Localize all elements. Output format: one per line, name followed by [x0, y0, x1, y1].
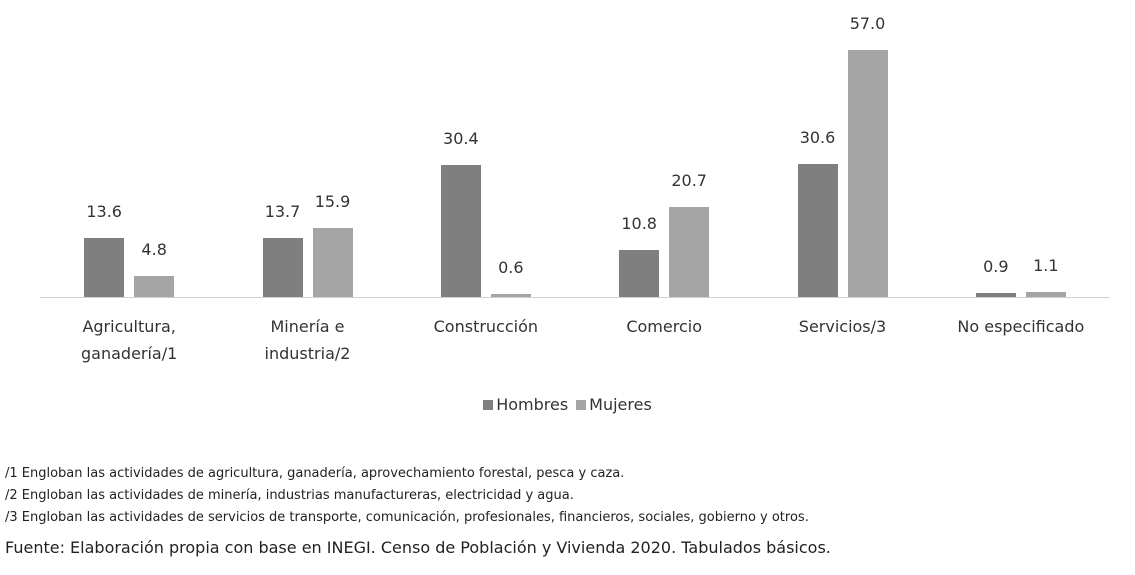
data-label: 30.6 — [788, 128, 848, 147]
x-tick-label: Servicios/3 — [763, 313, 923, 340]
x-tick-label: Agricultura, ganadería/1 — [49, 313, 209, 367]
bar — [441, 165, 481, 297]
baseline — [40, 297, 1110, 298]
bar — [1026, 292, 1066, 297]
x-tick-label: Minería e industria/2 — [228, 313, 388, 367]
bar — [848, 50, 888, 297]
data-label: 10.8 — [609, 214, 669, 233]
data-label: 20.7 — [659, 171, 719, 190]
bar — [669, 207, 709, 297]
legend-swatch — [576, 400, 586, 410]
x-tick-label: No especificado — [941, 313, 1101, 340]
legend-label: Hombres — [496, 395, 568, 414]
data-label: 13.6 — [74, 202, 134, 221]
bar — [84, 238, 124, 297]
data-label: 1.1 — [1016, 256, 1076, 275]
footnote: /1 Engloban las actividades de agricultu… — [5, 466, 624, 481]
footnote: /3 Engloban las actividades de servicios… — [5, 510, 809, 525]
x-tick-label: Comercio — [584, 313, 744, 340]
bar — [134, 276, 174, 297]
chart: Hombres Mujeres /1 Engloban las actividad… — [0, 0, 1135, 575]
legend: Hombres Mujeres — [0, 395, 1135, 414]
legend-item: Mujeres — [576, 395, 652, 414]
bar — [491, 294, 531, 297]
footnote: /2 Engloban las actividades de minería, … — [5, 488, 574, 503]
legend-label: Mujeres — [589, 395, 652, 414]
bar — [619, 250, 659, 297]
data-label: 0.6 — [481, 258, 541, 277]
data-label: 4.8 — [124, 240, 184, 259]
bar — [263, 238, 303, 297]
x-tick-label: Construcción — [406, 313, 566, 340]
source: Fuente: Elaboración propia con base en I… — [5, 538, 831, 557]
bar — [976, 293, 1016, 297]
data-label: 30.4 — [431, 129, 491, 148]
data-label: 15.9 — [303, 192, 363, 211]
bar — [313, 228, 353, 297]
data-label: 57.0 — [838, 14, 898, 33]
bar — [798, 164, 838, 297]
legend-item: Hombres — [483, 395, 568, 414]
legend-swatch — [483, 400, 493, 410]
